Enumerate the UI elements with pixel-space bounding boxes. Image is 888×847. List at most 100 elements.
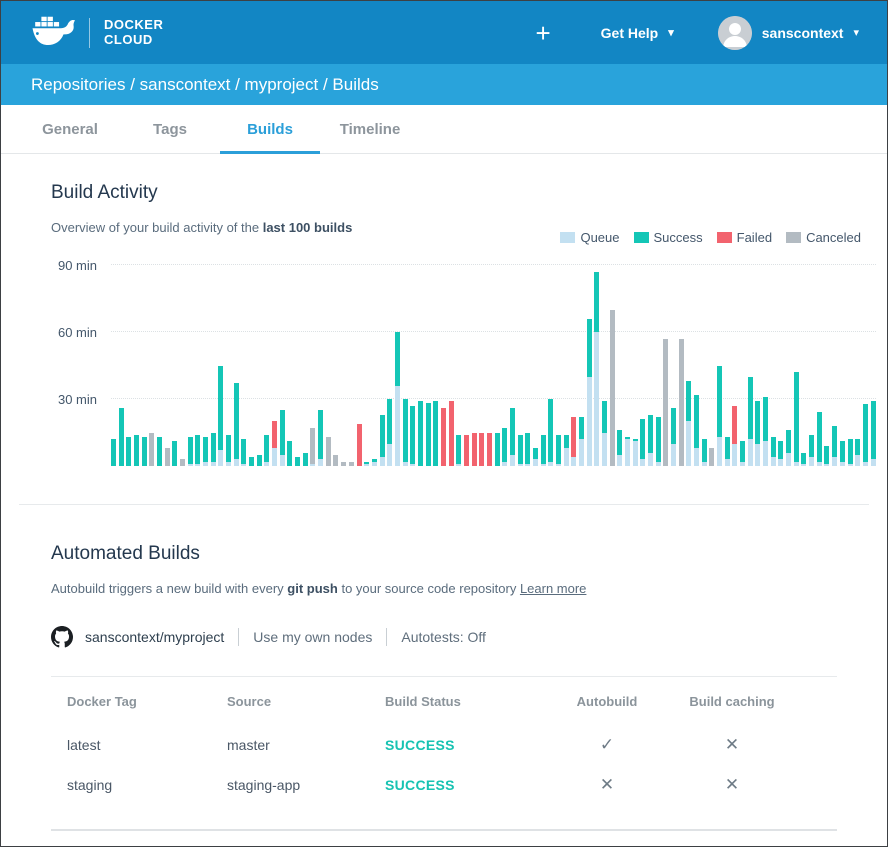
- chart-bar[interactable]: [395, 332, 400, 466]
- chart-bar[interactable]: [533, 448, 538, 466]
- caching-cross-icon[interactable]: ✕: [667, 775, 797, 795]
- chart-bar[interactable]: [310, 428, 315, 466]
- chart-bar[interactable]: [602, 401, 607, 466]
- chart-bar[interactable]: [410, 406, 415, 466]
- chart-bar[interactable]: [180, 459, 185, 466]
- chart-bar[interactable]: [464, 435, 469, 466]
- learn-more-link[interactable]: Learn more: [520, 581, 586, 596]
- user-menu[interactable]: sanscontext ▾: [718, 16, 859, 50]
- chart-bar[interactable]: [587, 319, 592, 466]
- chart-bar[interactable]: [863, 404, 868, 467]
- chart-bar[interactable]: [556, 435, 561, 466]
- chart-bar[interactable]: [610, 310, 615, 466]
- chart-bar[interactable]: [748, 377, 753, 466]
- chart-bar[interactable]: [149, 433, 154, 466]
- chart-bar[interactable]: [364, 462, 369, 466]
- chart-bar[interactable]: [287, 441, 292, 466]
- chart-bar[interactable]: [387, 399, 392, 466]
- chart-bar[interactable]: [510, 408, 515, 466]
- chart-bar[interactable]: [548, 399, 553, 466]
- chart-bar[interactable]: [740, 441, 745, 466]
- chart-bar[interactable]: [349, 462, 354, 466]
- chart-bar[interactable]: [717, 366, 722, 466]
- chart-bar[interactable]: [679, 339, 684, 466]
- chart-bar[interactable]: [472, 433, 477, 466]
- chart-bar[interactable]: [234, 383, 239, 466]
- chart-bar[interactable]: [487, 433, 492, 466]
- chart-bar[interactable]: [725, 437, 730, 466]
- chart-bar[interactable]: [479, 433, 484, 466]
- chart-bar[interactable]: [357, 424, 362, 466]
- autobuild-cross-icon[interactable]: ✕: [547, 775, 667, 795]
- chart-bar[interactable]: [426, 403, 431, 466]
- chart-bar[interactable]: [840, 441, 845, 466]
- chart-bar[interactable]: [241, 439, 246, 466]
- create-plus-button[interactable]: +: [529, 20, 556, 46]
- chart-bar[interactable]: [495, 433, 500, 466]
- chart-bar[interactable]: [824, 446, 829, 466]
- chart-bar[interactable]: [625, 437, 630, 466]
- chart-bar[interactable]: [671, 408, 676, 466]
- caching-cross-icon[interactable]: ✕: [667, 735, 797, 755]
- get-help-menu[interactable]: Get Help ▾: [601, 25, 674, 41]
- chart-bar[interactable]: [564, 435, 569, 466]
- autobuild-check-icon[interactable]: ✓: [547, 735, 667, 755]
- chart-bar[interactable]: [656, 417, 661, 466]
- chart-bar[interactable]: [126, 437, 131, 466]
- chart-bar[interactable]: [778, 441, 783, 466]
- tab-timeline[interactable]: Timeline: [320, 105, 420, 153]
- chart-bar[interactable]: [188, 437, 193, 466]
- autotests-status-label[interactable]: Autotests: Off: [401, 629, 486, 645]
- chart-bar[interactable]: [755, 401, 760, 466]
- chart-bar[interactable]: [809, 435, 814, 466]
- chart-bar[interactable]: [134, 435, 139, 466]
- chart-bar[interactable]: [403, 399, 408, 466]
- chart-bar[interactable]: [142, 437, 147, 466]
- chart-bar[interactable]: [119, 408, 124, 466]
- chart-bar[interactable]: [848, 439, 853, 466]
- repo-name-label[interactable]: sanscontext/myproject: [85, 629, 224, 645]
- chart-bar[interactable]: [648, 415, 653, 466]
- tab-general[interactable]: General: [20, 105, 120, 153]
- chart-bar[interactable]: [456, 435, 461, 466]
- chart-bar[interactable]: [372, 459, 377, 466]
- docker-cloud-logo[interactable]: DOCKER CLOUD: [29, 12, 163, 53]
- chart-bar[interactable]: [433, 401, 438, 466]
- chart-bar[interactable]: [801, 453, 806, 466]
- chart-bar[interactable]: [303, 453, 308, 466]
- chart-bar[interactable]: [418, 401, 423, 466]
- tab-builds[interactable]: Builds: [220, 105, 320, 153]
- chart-bar[interactable]: [195, 435, 200, 466]
- chart-bar[interactable]: [855, 439, 860, 466]
- chart-bar[interactable]: [525, 433, 530, 466]
- chart-bar[interactable]: [640, 419, 645, 466]
- chart-bar[interactable]: [341, 462, 346, 466]
- use-own-nodes-label[interactable]: Use my own nodes: [253, 629, 372, 645]
- chart-bar[interactable]: [226, 435, 231, 466]
- chart-bar[interactable]: [165, 448, 170, 466]
- chart-bar[interactable]: [203, 437, 208, 466]
- chart-bar[interactable]: [763, 397, 768, 466]
- chart-bar[interactable]: [211, 433, 216, 466]
- chart-bar[interactable]: [157, 437, 162, 466]
- chart-bar[interactable]: [111, 439, 116, 466]
- chart-bar[interactable]: [449, 401, 454, 466]
- chart-bar[interactable]: [272, 421, 277, 466]
- table-row[interactable]: staging staging-app SUCCESS ✕ ✕: [51, 765, 837, 805]
- chart-bar[interactable]: [832, 426, 837, 466]
- chart-bar[interactable]: [502, 428, 507, 466]
- chart-bar[interactable]: [571, 417, 576, 466]
- chart-bar[interactable]: [694, 395, 699, 466]
- chart-bar[interactable]: [817, 412, 822, 466]
- tab-tags[interactable]: Tags: [120, 105, 220, 153]
- chart-bar[interactable]: [633, 439, 638, 466]
- chart-bar[interactable]: [249, 457, 254, 466]
- chart-bar[interactable]: [318, 410, 323, 466]
- chart-bar[interactable]: [871, 401, 876, 466]
- chart-bar[interactable]: [264, 435, 269, 466]
- chart-bar[interactable]: [295, 457, 300, 466]
- chart-bar[interactable]: [702, 439, 707, 466]
- chart-bar[interactable]: [594, 272, 599, 466]
- chart-bar[interactable]: [172, 441, 177, 466]
- chart-bar[interactable]: [541, 435, 546, 466]
